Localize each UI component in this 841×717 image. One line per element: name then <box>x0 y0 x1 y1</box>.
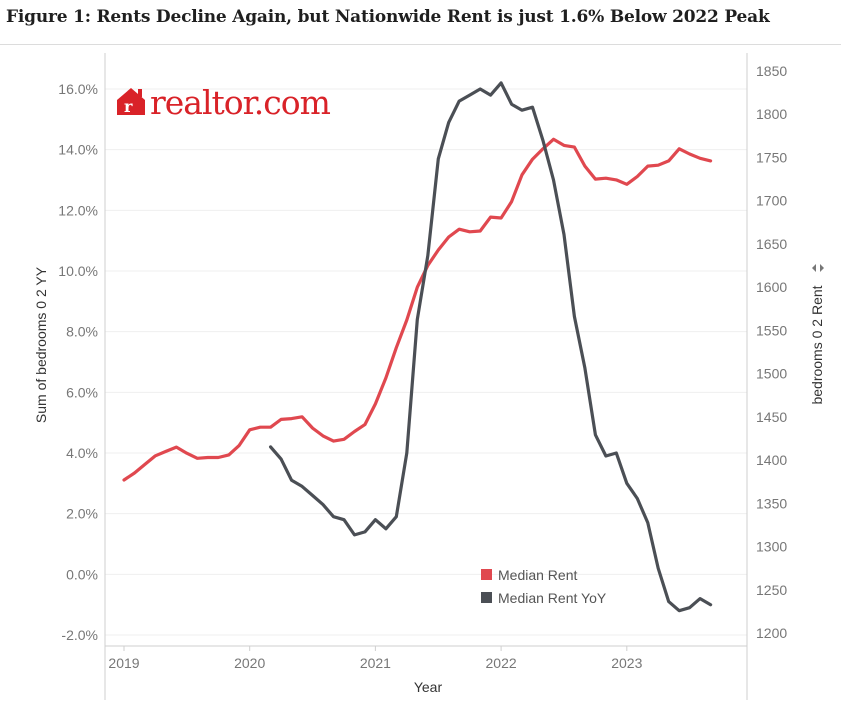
logo: r realtor.com <box>117 83 332 122</box>
legend-swatch-median-rent <box>481 569 492 580</box>
x-tick-label: 2020 <box>234 655 265 671</box>
left-tick-label: 2.0% <box>66 506 98 522</box>
x-tick-label: 2023 <box>611 655 642 671</box>
x-tick-label: 2022 <box>486 655 517 671</box>
logo-text: realtor.com <box>150 83 331 122</box>
left-tick-label: 6.0% <box>66 384 98 400</box>
gridlines <box>105 88 747 636</box>
left-axis-ticks: 16.0% 14.0% 12.0% 10.0% 8.0% 6.0% 4.0% 2.0% 0.0%… <box>58 81 98 643</box>
y-axis-right-label: bedrooms 0 2 Rent <box>809 285 825 404</box>
house-logo-icon: r <box>117 88 145 116</box>
left-tick-label: 4.0% <box>66 445 98 461</box>
logo-mark: r <box>124 97 133 116</box>
sort-icon[interactable] <box>812 264 824 272</box>
right-tick-label: 1350 <box>756 495 787 511</box>
x-tick-label: 2021 <box>360 655 391 671</box>
x-axis-ticks: 2019 2020 2021 2022 2023 <box>108 646 643 671</box>
legend: Median Rent Median Rent YoY <box>481 567 607 606</box>
x-tick-label: 2019 <box>108 655 139 671</box>
right-tick-label: 1300 <box>756 539 787 555</box>
right-axis-ticks: 1850 1800 1750 1700 1650 1600 1550 1500 1450 1400… <box>756 63 787 641</box>
series-lines <box>122 81 713 613</box>
right-tick-label: 1700 <box>756 193 787 209</box>
legend-label-median-rent-yoy: Median Rent YoY <box>498 590 607 606</box>
left-tick-label: 0.0% <box>66 566 98 582</box>
title-divider <box>0 44 841 45</box>
left-tick-label: 14.0% <box>58 142 98 158</box>
left-tick-label: -2.0% <box>61 627 98 643</box>
left-tick-label: 12.0% <box>58 202 98 218</box>
right-tick-label: 1750 <box>756 149 787 165</box>
right-tick-label: 1400 <box>756 452 787 468</box>
left-tick-label: 8.0% <box>66 324 98 340</box>
axis-frame <box>104 53 748 700</box>
legend-swatch-median-rent-yoy <box>481 592 492 603</box>
right-tick-label: 1500 <box>756 366 787 382</box>
right-tick-label: 1550 <box>756 322 787 338</box>
series-line-median-rent-yoy <box>269 81 713 613</box>
right-tick-label: 1650 <box>756 236 787 252</box>
x-axis-label: Year <box>414 679 443 695</box>
right-tick-label: 1200 <box>756 625 787 641</box>
right-tick-label: 1450 <box>756 409 787 425</box>
chart-title: Figure 1: Rents Decline Again, but Natio… <box>6 7 770 27</box>
legend-label-median-rent: Median Rent <box>498 567 577 583</box>
left-tick-label: 16.0% <box>58 81 98 97</box>
right-tick-label: 1800 <box>756 106 787 122</box>
series-line-median-rent <box>122 137 713 482</box>
y-axis-left-label: Sum of bedrooms 0 2 YY <box>33 266 49 423</box>
left-tick-label: 10.0% <box>58 263 98 279</box>
right-tick-label: 1600 <box>756 279 787 295</box>
right-tick-label: 1850 <box>756 63 787 79</box>
right-tick-label: 1250 <box>756 582 787 598</box>
